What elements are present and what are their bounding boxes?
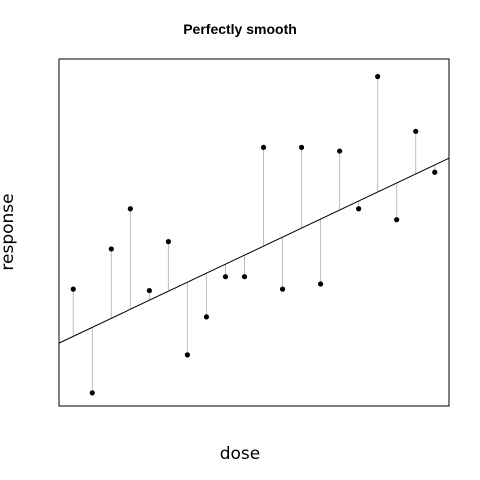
- data-point: [432, 169, 438, 175]
- data-point: [413, 128, 419, 134]
- data-points: [70, 73, 438, 396]
- data-point: [222, 274, 229, 280]
- data-point: [89, 390, 95, 396]
- data-point: [317, 281, 324, 287]
- chart-title: Perfectly smooth: [183, 21, 297, 37]
- data-point: [356, 206, 362, 212]
- data-point: [260, 144, 267, 150]
- data-point: [241, 274, 248, 280]
- data-point: [203, 314, 210, 320]
- data-point: [394, 217, 400, 223]
- data-point: [375, 73, 381, 80]
- fit-line: [58, 157, 450, 344]
- data-point: [184, 352, 191, 358]
- data-point: [337, 148, 343, 154]
- data-point: [108, 246, 114, 252]
- data-point: [146, 287, 152, 294]
- data-point: [298, 144, 305, 150]
- residual-segments: [72, 76, 436, 393]
- x-axis-label: dose: [219, 444, 261, 464]
- plot-frame: [58, 58, 450, 407]
- data-point: [165, 239, 171, 245]
- data-point: [279, 286, 286, 292]
- data-point: [127, 206, 133, 212]
- data-point: [70, 286, 76, 292]
